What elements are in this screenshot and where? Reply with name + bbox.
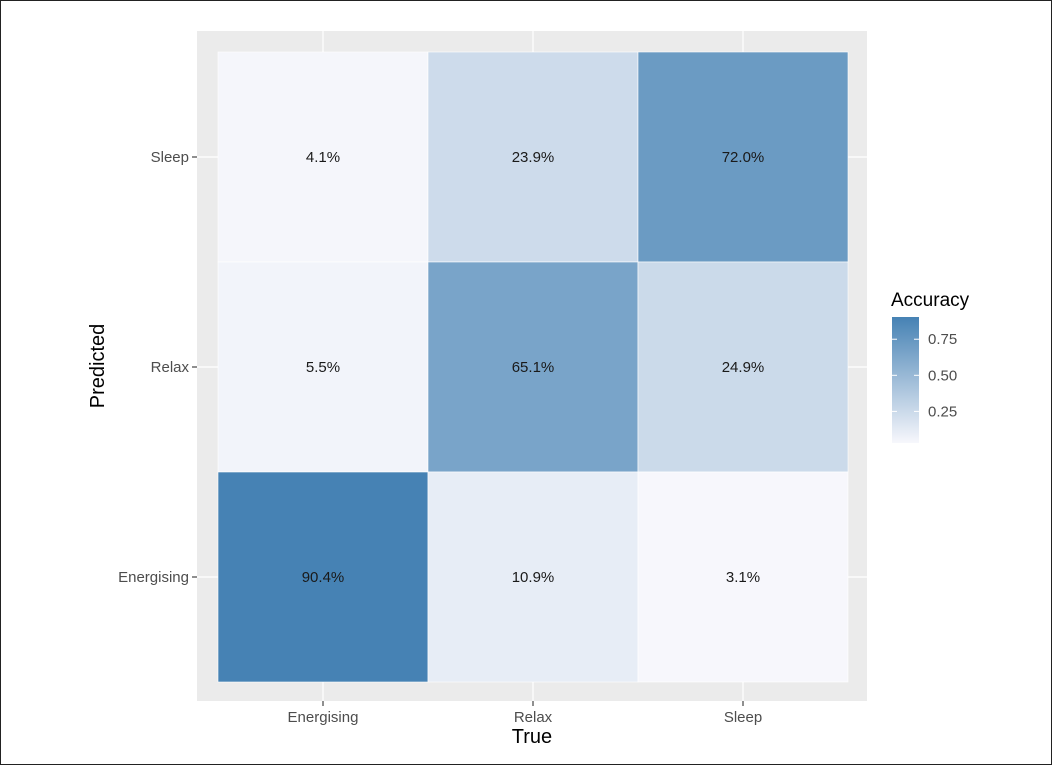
legend-tick-label: 0.75 [928,331,957,348]
y-tick-label: Energising [118,569,189,586]
cell-labels: 4.1% 23.9% 72.0% 5.5% 65.1% 24.9% 90.4% 10.9% 3.… [302,149,765,586]
legend-ticks: 0.75 0.50 0.25 [892,331,957,420]
heatmap-cell [637,51,849,263]
legend-colorbar [892,317,919,443]
cell-value-label: 5.5% [306,359,340,376]
heatmap-cell [637,261,849,473]
cell-value-label: 90.4% [302,569,345,586]
heatmap-cell [217,471,429,683]
heatmap-cell [637,471,849,683]
cell-value-label: 72.0% [722,149,765,166]
x-axis-title: True [512,726,552,748]
legend: Accuracy 0.75 0.50 0.25 [891,290,970,443]
y-tick-label: Relax [151,359,190,376]
heatmap-cell [427,471,639,683]
cell-value-label: 3.1% [726,569,760,586]
heatmap-cell [217,261,429,473]
x-tick-label: Relax [514,709,553,726]
y-axis: Energising Relax Sleep [118,149,197,586]
legend-tick-label: 0.25 [928,403,957,420]
cell-value-label: 24.9% [722,359,765,376]
heatmap-cell [427,261,639,473]
legend-tick-label: 0.50 [928,367,957,384]
x-tick-label: Energising [288,709,359,726]
cell-value-label: 23.9% [512,149,555,166]
y-tick-label: Sleep [151,149,189,166]
x-axis: Energising Relax Sleep [288,701,762,726]
cell-value-label: 4.1% [306,149,340,166]
heatmap-cell [427,51,639,263]
cell-value-label: 65.1% [512,359,555,376]
x-tick-label: Sleep [724,709,762,726]
y-axis-title: Predicted [87,324,109,409]
cell-value-label: 10.9% [512,569,555,586]
heatmap-cells [217,51,849,683]
legend-title: Accuracy [891,290,970,311]
